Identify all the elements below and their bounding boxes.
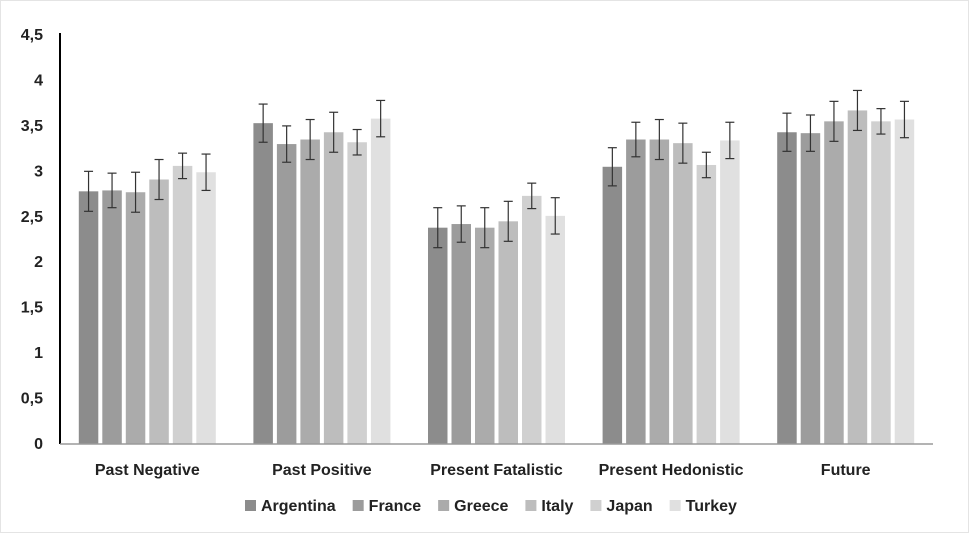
legend-swatch bbox=[245, 500, 256, 511]
bar bbox=[347, 142, 367, 444]
legend-swatch bbox=[590, 500, 602, 511]
bars-layer bbox=[78, 110, 915, 445]
bar bbox=[894, 119, 915, 444]
legend-swatch bbox=[525, 500, 537, 511]
bar bbox=[370, 118, 391, 445]
bar bbox=[78, 191, 99, 444]
legend-label: France bbox=[369, 498, 422, 515]
x-axis-labels: Past Negative Past Positive Present Fatali… bbox=[95, 462, 871, 479]
y-tick-label: 0 bbox=[34, 436, 43, 453]
x-category-label: Future bbox=[821, 462, 871, 479]
bar bbox=[149, 179, 169, 444]
bar bbox=[276, 144, 297, 445]
bar bbox=[847, 110, 868, 444]
bar bbox=[800, 133, 821, 444]
y-tick-label: 3,5 bbox=[21, 118, 43, 135]
legend-label: Turkey bbox=[686, 498, 737, 515]
bar bbox=[125, 192, 146, 444]
bar bbox=[545, 215, 565, 444]
legend-swatch bbox=[669, 500, 681, 511]
legend-swatch bbox=[438, 500, 450, 511]
y-axis-ticks: 0 0,5 1 1,5 2 2,5 3 3,5 4 4,5 bbox=[21, 27, 43, 453]
bar bbox=[673, 143, 693, 444]
y-tick-label: 4 bbox=[34, 72, 43, 89]
legend-label: Japan bbox=[606, 498, 652, 515]
error-bars-layer bbox=[84, 89, 909, 249]
x-category-label: Present Fatalistic bbox=[430, 462, 563, 479]
bar bbox=[602, 166, 623, 445]
bar bbox=[522, 195, 542, 444]
bar bbox=[777, 132, 797, 445]
bar bbox=[475, 227, 495, 444]
y-tick-label: 2 bbox=[34, 254, 43, 271]
bar bbox=[498, 221, 518, 444]
legend-label: Italy bbox=[541, 498, 573, 515]
legend-label: Greece bbox=[454, 498, 508, 515]
bar bbox=[300, 139, 320, 444]
y-tick-label: 1,5 bbox=[21, 300, 43, 317]
bar bbox=[323, 132, 344, 445]
bar bbox=[871, 121, 891, 444]
x-category-label: Present Hedonistic bbox=[599, 462, 744, 479]
bar bbox=[196, 172, 216, 444]
bar bbox=[428, 227, 448, 444]
bar bbox=[253, 123, 273, 444]
bar bbox=[696, 164, 717, 444]
y-tick-label: 0,5 bbox=[21, 391, 43, 408]
bar bbox=[824, 121, 844, 444]
y-tick-label: 4,5 bbox=[21, 27, 43, 44]
legend-label: Argentina bbox=[261, 498, 336, 515]
y-tick-label: 2,5 bbox=[21, 209, 43, 226]
bar bbox=[649, 139, 670, 444]
y-tick-label: 1 bbox=[34, 345, 43, 362]
bar bbox=[451, 224, 471, 444]
legend-swatch bbox=[352, 500, 364, 511]
bar bbox=[626, 139, 646, 444]
x-category-label: Past Positive bbox=[272, 462, 372, 479]
x-category-label: Past Negative bbox=[95, 462, 200, 479]
bar bbox=[172, 165, 193, 444]
bar bbox=[102, 190, 122, 444]
y-tick-label: 3 bbox=[34, 163, 43, 180]
bar bbox=[720, 140, 740, 445]
legend: Argentina France Greece Italy Japan Turkey bbox=[245, 498, 737, 515]
